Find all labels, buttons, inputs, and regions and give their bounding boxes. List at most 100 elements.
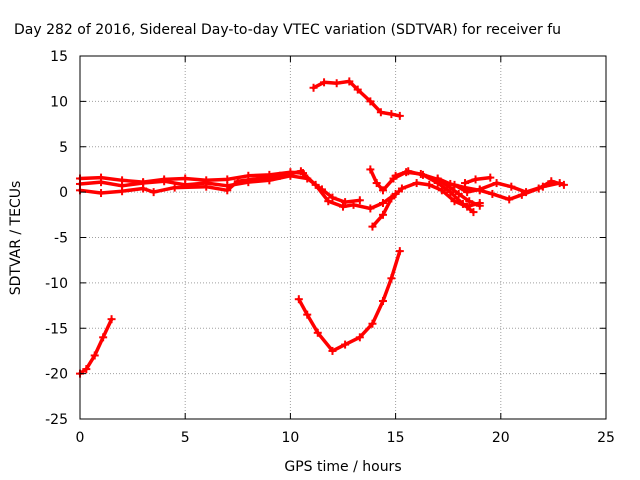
data-point: [376, 108, 385, 117]
data-point: [90, 351, 99, 360]
data-point: [454, 189, 463, 198]
data-point: [412, 179, 421, 188]
x-tick-label: 10: [281, 430, 299, 446]
data-point: [366, 97, 375, 106]
data-point: [475, 199, 484, 208]
data-point: [387, 194, 396, 203]
data-point: [107, 315, 116, 324]
data-point: [82, 365, 91, 374]
y-tick-label: 0: [59, 185, 68, 201]
data-point: [368, 222, 377, 231]
data-point: [366, 204, 375, 213]
data-point: [328, 193, 337, 202]
data-point: [458, 199, 467, 208]
data-point: [397, 184, 406, 193]
y-tick-label: -5: [54, 231, 68, 247]
x-tick-label: 0: [76, 430, 85, 446]
data-point: [294, 295, 303, 304]
series-arc-early-negative: [78, 317, 114, 376]
series-arc-high-positive: [311, 79, 402, 118]
y-tick-label: 10: [50, 94, 68, 110]
data-point: [387, 274, 396, 283]
axis-ticks: [79, 55, 607, 420]
data-point: [425, 180, 434, 189]
y-tick-label: -25: [45, 412, 68, 428]
data-point: [303, 310, 312, 319]
data-point: [366, 165, 375, 174]
x-tick-label: 20: [492, 430, 510, 446]
data-point: [311, 180, 320, 189]
data-point: [378, 186, 387, 195]
data-point: [463, 188, 472, 197]
x-tick-labels: 0 5 10 15 20 25: [76, 430, 615, 446]
data-point: [559, 180, 568, 189]
x-axis-label: GPS time / hours: [284, 459, 401, 475]
data-point: [368, 319, 377, 328]
y-tick-label: -15: [45, 321, 68, 337]
data-point: [313, 328, 322, 337]
y-tick-label: -10: [45, 276, 68, 292]
data-point: [223, 186, 232, 195]
data-point: [486, 173, 495, 182]
x-tick-label: 25: [597, 430, 615, 446]
data-point: [349, 200, 358, 209]
data-point: [555, 179, 564, 188]
data-point: [450, 180, 459, 189]
data-point: [378, 199, 387, 208]
data-point: [387, 110, 396, 119]
data-point: [328, 346, 337, 355]
data-point: [507, 182, 516, 191]
grid: [80, 56, 606, 419]
data-point: [469, 208, 478, 217]
data-point: [395, 247, 404, 256]
chart-title: Day 282 of 2016, Sidereal Day-to-day VTE…: [14, 22, 561, 38]
data-point: [492, 179, 501, 188]
data-point: [465, 197, 474, 206]
x-tick-label: 5: [181, 430, 190, 446]
data-point: [97, 189, 106, 198]
y-tick-label: 5: [59, 140, 68, 156]
data-point: [505, 195, 514, 204]
data-point: [345, 77, 354, 86]
data-point: [254, 174, 263, 183]
data-point: [170, 183, 179, 192]
y-tick-labels: -25 -20 -15 -10 -5 0 5 10 15: [45, 49, 68, 428]
data-point: [391, 171, 400, 180]
data-point: [139, 184, 148, 193]
data-point: [332, 79, 341, 88]
data-point: [202, 182, 211, 191]
data-point: [378, 297, 387, 306]
data-point: [538, 182, 547, 191]
data-point: [418, 170, 427, 179]
data-point: [433, 174, 442, 183]
x-tick-label: 15: [387, 430, 405, 446]
y-tick-label: 15: [50, 49, 68, 65]
data-point: [341, 340, 350, 349]
data-point: [488, 189, 497, 198]
data-point: [461, 179, 470, 188]
data-point: [296, 167, 305, 176]
data-point: [233, 177, 242, 186]
data-point: [118, 187, 127, 196]
data-point: [339, 202, 347, 211]
data-point: [353, 85, 362, 94]
data-point: [320, 78, 329, 87]
data-point: [99, 333, 108, 342]
data-point: [372, 179, 381, 188]
data-point: [275, 171, 284, 180]
y-axis-label: SDTVAR / TECUs: [8, 181, 24, 296]
data-point: [97, 178, 106, 187]
data-point: [378, 210, 387, 219]
data-point: [309, 83, 318, 92]
data-point: [149, 188, 158, 197]
data-point: [324, 197, 333, 206]
data-point: [355, 333, 364, 342]
data-point: [471, 175, 480, 184]
y-tick-label: -20: [45, 367, 68, 383]
data-point: [450, 197, 459, 206]
data-point: [475, 185, 484, 194]
data-point: [355, 196, 364, 205]
series-arc-midday-negative: [297, 249, 402, 353]
data-point: [522, 188, 531, 197]
